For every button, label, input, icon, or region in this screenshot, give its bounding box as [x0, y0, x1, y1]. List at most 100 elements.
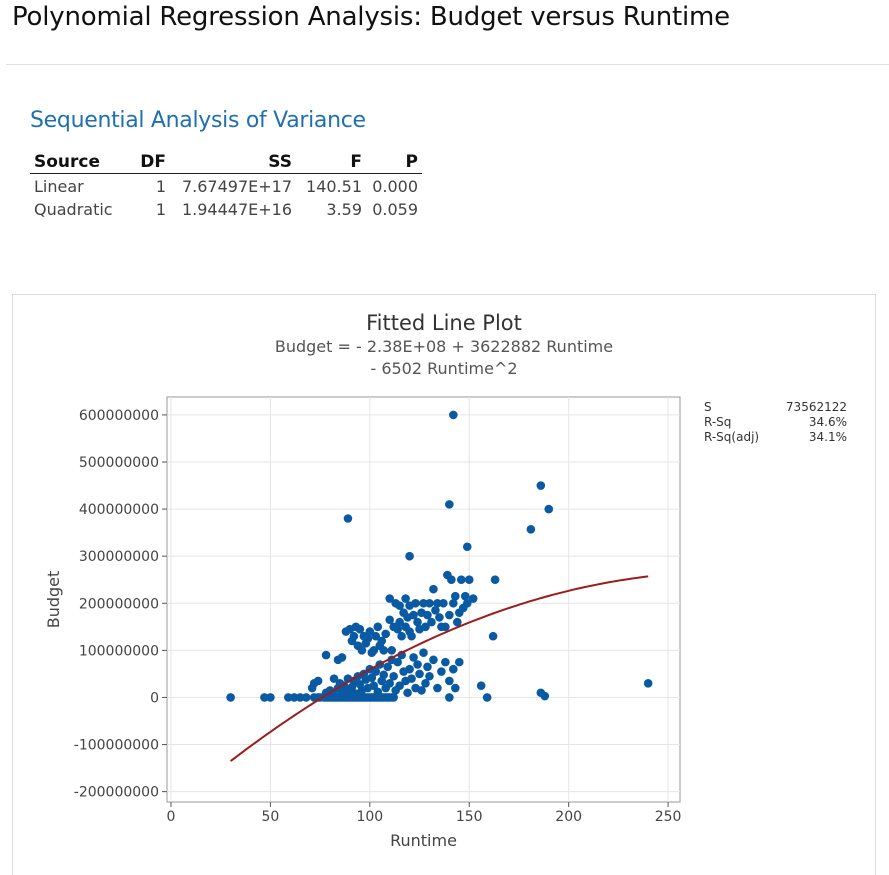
x-tick-label: 150: [456, 809, 483, 825]
data-point: [460, 591, 470, 601]
data-point: [454, 657, 464, 667]
y-tick-label: 300000000: [79, 549, 159, 565]
data-point: [369, 681, 379, 690]
x-tick-label: 100: [356, 809, 383, 825]
data-point: [451, 683, 460, 693]
data-point: [433, 683, 442, 693]
title-divider: [6, 64, 889, 65]
cell-ss: 7.67497E+17: [181, 177, 292, 196]
data-point: [488, 631, 498, 641]
header-ss: SS: [170, 152, 296, 174]
data-point: [379, 670, 389, 680]
data-point: [423, 610, 432, 620]
stat-row: R-Sq(adj) 34.1%: [704, 430, 847, 445]
data-point: [462, 598, 472, 608]
data-point: [405, 664, 414, 674]
data-point: [373, 687, 383, 697]
fitted-curve: [230, 575, 649, 762]
data-point: [329, 674, 339, 683]
data-point: [468, 594, 478, 603]
regression-equation-line1: Budget = - 2.38E+08 + 3622882 Runtime: [275, 337, 613, 356]
anova-header-row: Source DF SS F P: [30, 152, 422, 174]
model-summary: S 73562122 R-Sq 34.6% R-Sq(adj) 34.1%: [704, 400, 847, 445]
data-point: [405, 551, 414, 561]
data-point: [371, 631, 381, 641]
data-point: [379, 646, 389, 655]
y-tick-label: 100000000: [79, 643, 159, 659]
data-point: [449, 664, 458, 674]
y-tick-label: 500000000: [79, 455, 159, 471]
plot-title: Fitted Line Plot: [366, 311, 522, 335]
data-point: [417, 686, 426, 695]
stat-value: 34.6%: [808, 415, 847, 429]
data-point: [365, 627, 375, 636]
data-point: [395, 601, 404, 610]
data-point: [451, 591, 460, 601]
data-point: [405, 601, 414, 610]
stat-value: 73562122: [785, 400, 847, 414]
data-point: [433, 598, 442, 608]
cell-f: 3.59: [326, 200, 362, 219]
data-point: [395, 617, 404, 627]
cell-source: Linear: [34, 177, 84, 196]
data-point: [377, 636, 387, 646]
data-point: [437, 667, 446, 676]
y-tick-label: 400000000: [79, 502, 159, 518]
x-tick-label: 0: [167, 809, 176, 825]
data-point: [313, 676, 323, 686]
data-point: [393, 657, 402, 667]
data-point: [409, 653, 418, 662]
page-title: Polynomial Regression Analysis: Budget v…: [12, 2, 730, 32]
anova-section-title: Sequential Analysis of Variance: [30, 108, 366, 133]
x-axis-label: Runtime: [390, 831, 457, 850]
data-point: [536, 481, 546, 490]
data-point: [419, 648, 428, 658]
y-tick-label: 600000000: [79, 408, 159, 424]
cell-p: 0.000: [372, 177, 418, 196]
data-point: [419, 598, 428, 608]
stat-row: S 73562122: [704, 400, 847, 415]
data-point: [389, 693, 398, 702]
data-point: [395, 681, 404, 690]
data-point: [482, 693, 492, 702]
data-point: [389, 671, 398, 681]
data-point: [407, 631, 416, 641]
data-point: [357, 646, 367, 655]
data-point: [445, 693, 454, 702]
cell-f: 140.51: [306, 177, 362, 196]
y-tick-label: -200000000: [74, 785, 159, 801]
stat-label: S: [704, 400, 712, 414]
header-source: Source: [30, 152, 134, 174]
data-point: [447, 575, 456, 585]
data-point: [476, 681, 486, 690]
data-point: [409, 610, 418, 620]
data-point: [449, 598, 458, 608]
cell-source: Quadratic: [34, 200, 113, 219]
data-point: [385, 615, 394, 625]
data-point: [429, 584, 438, 594]
data-point: [449, 410, 458, 420]
data-point: [403, 688, 412, 698]
header-df: DF: [134, 152, 170, 174]
data-point: [490, 575, 500, 585]
x-tick-label: 200: [555, 809, 582, 825]
data-point: [456, 575, 466, 585]
data-point: [337, 653, 347, 662]
data-point: [301, 693, 311, 702]
data-point: [643, 679, 653, 688]
data-point: [421, 622, 430, 632]
data-point: [355, 624, 365, 634]
data-point: [544, 504, 554, 514]
data-point: [266, 693, 275, 702]
data-point: [441, 657, 450, 667]
data-point: [445, 676, 454, 686]
data-point: [423, 662, 432, 672]
data-point: [415, 669, 424, 679]
x-tick-label: 50: [261, 809, 279, 825]
data-point: [343, 514, 353, 523]
stat-value: 34.1%: [808, 430, 847, 444]
cell-df: 1: [155, 200, 166, 219]
data-point: [464, 575, 474, 585]
data-point: [401, 594, 410, 603]
